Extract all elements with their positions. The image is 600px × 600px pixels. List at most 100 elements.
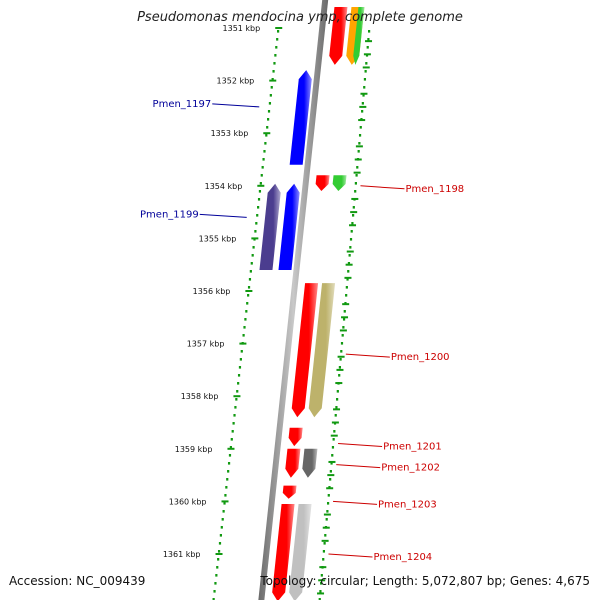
gene-label[interactable]: Pmen_1200 (391, 352, 450, 363)
ruler-dot-right (351, 222, 354, 225)
gene-label[interactable]: Pmen_1202 (381, 463, 440, 474)
kbp-tick-right (330, 434, 338, 437)
ruler-dot-right (347, 262, 351, 265)
ruler-dot-right (345, 286, 348, 289)
ruler-dot-left (247, 294, 250, 297)
kbp-tick-left (275, 27, 283, 29)
ruler-dot-right (346, 278, 349, 281)
ruler-dot-left (255, 222, 258, 225)
ruler-dot-left (238, 366, 242, 369)
gene-feature-pmen-1202[interactable] (302, 448, 318, 478)
kbp-tick-right (359, 105, 367, 108)
gene-feature-pmen-1201[interactable] (288, 427, 303, 447)
accession-text: Accession: NC_009439 (9, 574, 146, 588)
gene-feature-14[interactable] (272, 504, 295, 600)
ruler-dot-left (276, 38, 279, 41)
gene-label[interactable]: Pmen_1204 (373, 552, 432, 563)
kbp-tick-left (245, 290, 253, 292)
kbp-tick-right (345, 263, 353, 266)
gene-arrow[interactable] (329, 6, 348, 65)
gene-feature-pmen-1198[interactable] (332, 175, 347, 192)
ruler-dot-right (338, 374, 341, 377)
gene-arrow[interactable] (353, 6, 365, 65)
gene-feature-pmen-1204[interactable] (289, 504, 312, 600)
gene-arrow[interactable] (289, 70, 312, 165)
ruler-dot-right (349, 246, 352, 249)
kbp-tick-right (337, 355, 345, 358)
gene-arrow[interactable] (289, 504, 312, 600)
ruler-dot-left (246, 302, 249, 305)
gene-label[interactable]: Pmen_1197 (153, 99, 212, 110)
gene-feature-8[interactable] (291, 283, 319, 418)
gene-feature-pmen-1197[interactable] (289, 70, 312, 165)
ruler-dot-left (237, 382, 240, 385)
gene-feature-pmen-1199[interactable] (278, 183, 300, 270)
ruler-dot-left (226, 478, 229, 481)
ruler-dot-left (234, 406, 237, 409)
kbp-tick-right (344, 276, 352, 279)
ruler-dot-left (224, 494, 227, 497)
ruler-dot-right (352, 206, 355, 209)
gene-arrow[interactable] (285, 448, 301, 478)
gene-feature-11[interactable] (285, 448, 301, 478)
kbp-tick-right (351, 197, 359, 200)
gene-leader-line (199, 213, 247, 218)
gene-label[interactable]: Pmen_1201 (383, 442, 442, 453)
ruler-dot-right (350, 230, 353, 233)
ruler-dot-left (244, 318, 247, 321)
ruler-dot-right (336, 390, 339, 393)
ruler-dot-left (267, 118, 270, 121)
ruler-dot-right (336, 398, 339, 401)
ruler-dot-right (319, 590, 322, 593)
ruler-dot-right (333, 430, 336, 433)
ruler-dot-right (324, 534, 327, 537)
gene-feature-pmen-1203[interactable] (282, 485, 297, 499)
kbp-tick-right (336, 368, 344, 371)
gene-arrow[interactable] (278, 183, 300, 270)
ruler-dot-right (330, 462, 333, 465)
ruler-dot-right (329, 478, 332, 481)
gene-arrow[interactable] (291, 283, 319, 418)
gene-feature-2[interactable] (353, 6, 365, 65)
gene-arrow[interactable] (315, 175, 330, 192)
kbp-label: 1360 kbp (169, 497, 207, 506)
ruler-dot-right (331, 454, 334, 457)
ruler-dot-left (265, 134, 268, 137)
ruler-dot-left (257, 206, 260, 209)
ruler-dot-left (262, 158, 265, 161)
gene-arrow[interactable] (302, 448, 318, 478)
kbp-tick-right (360, 92, 368, 95)
ruler-dot-right (322, 550, 326, 553)
kbp-tick-left (221, 500, 229, 503)
gene-arrow[interactable] (282, 485, 297, 499)
ruler-dot-left (260, 174, 263, 177)
gene-arrow[interactable] (259, 183, 281, 270)
ruler-dot-left (247, 286, 251, 289)
ruler-dot-left (263, 150, 266, 153)
gene-feature-4[interactable] (315, 175, 330, 192)
ruler-dot-left (230, 438, 233, 441)
gene-label[interactable]: Pmen_1203 (378, 499, 437, 510)
ruler-dot-right (348, 254, 351, 257)
gene-arrow[interactable] (272, 504, 295, 600)
gene-label[interactable]: Pmen_1198 (405, 184, 464, 195)
kbp-tick-left (251, 237, 259, 240)
gene-label[interactable]: Pmen_1199 (140, 209, 199, 220)
ruler-dot-right (320, 574, 323, 577)
gene-arrow[interactable] (332, 175, 347, 192)
gene-feature-6[interactable] (259, 183, 281, 270)
ruler-dot-right (340, 342, 344, 345)
kbp-label: 1355 kbp (199, 234, 237, 243)
ruler-dot-left (213, 590, 216, 593)
ruler-dot-left (271, 78, 274, 81)
ruler-dot-left (277, 30, 280, 33)
gene-feature-pmen-1200[interactable] (308, 283, 336, 418)
gene-feature-0[interactable] (329, 6, 348, 65)
gene-arrow[interactable] (288, 427, 303, 447)
ruler-dot-right (368, 30, 371, 33)
ruler-dot-left (272, 70, 275, 73)
ruler-dot-left (228, 454, 232, 457)
gene-arrow[interactable] (308, 283, 336, 418)
